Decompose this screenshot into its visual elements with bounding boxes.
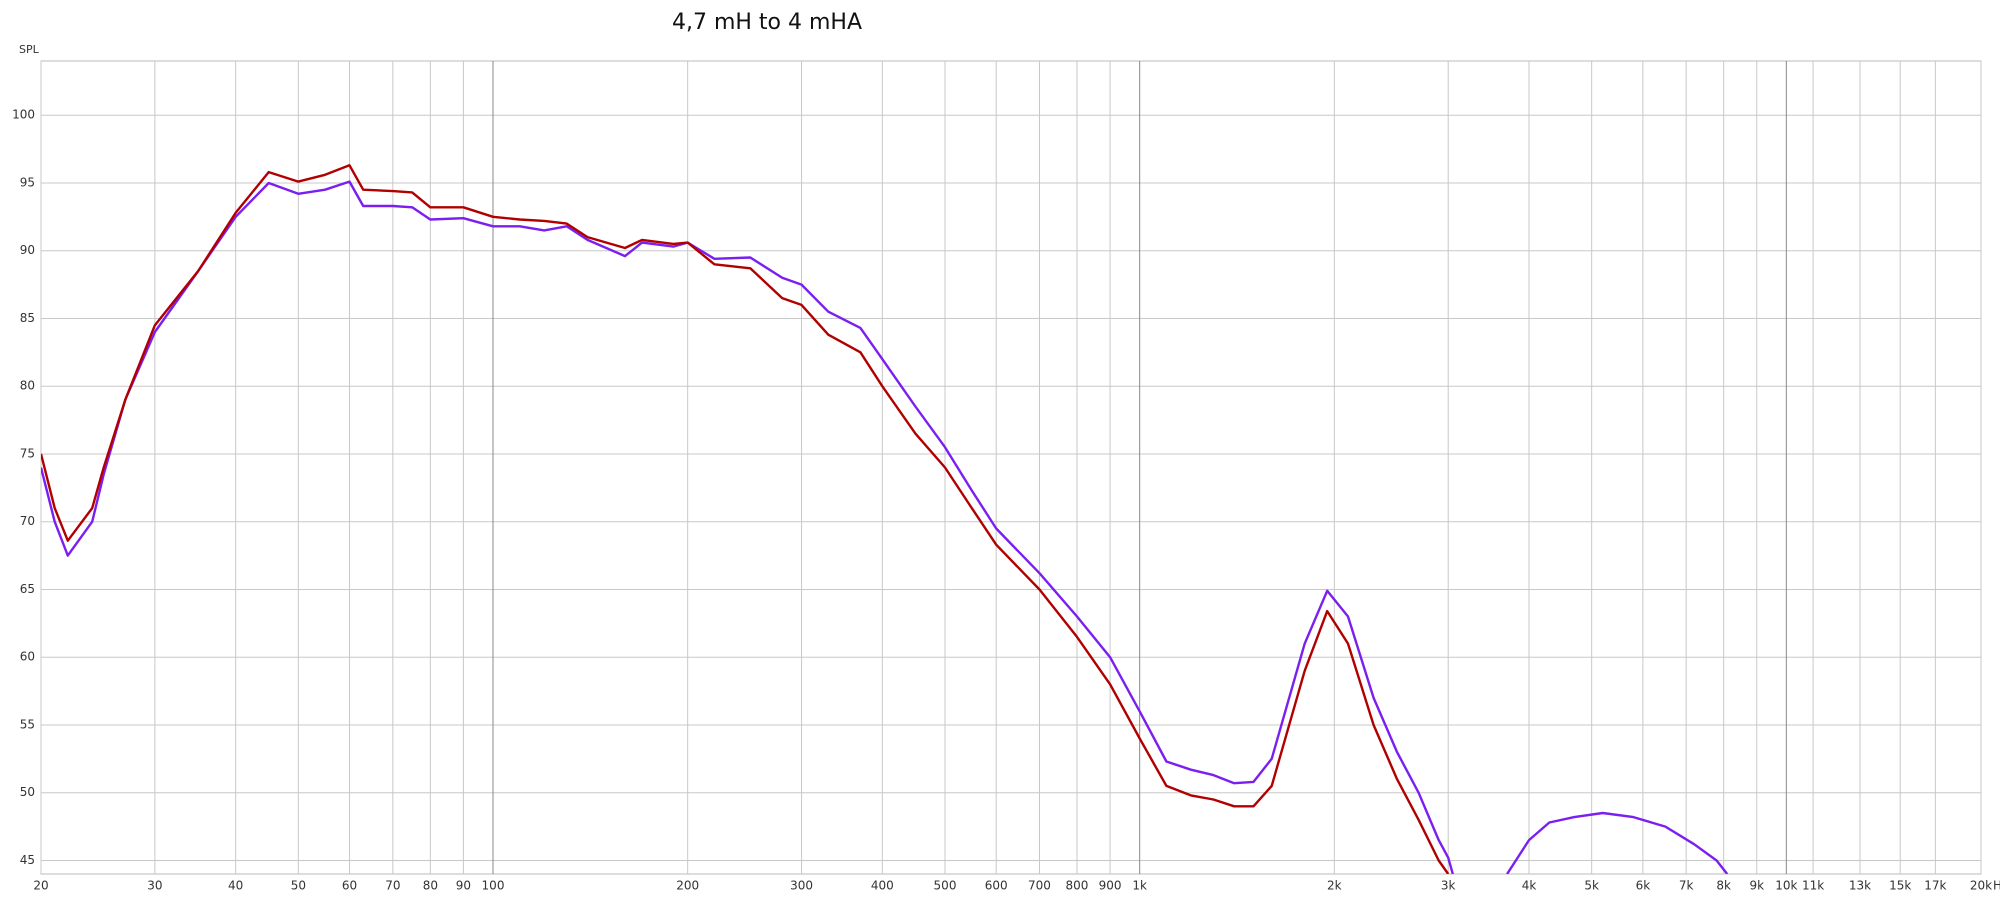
x-tick-label: 11k xyxy=(1802,879,1824,893)
y-tick-label: 85 xyxy=(20,311,35,325)
x-tick-label: 500 xyxy=(934,879,957,893)
x-tick-label: 10k xyxy=(1775,879,1797,893)
y-tick-label: 75 xyxy=(20,446,35,460)
y-tick-label: 55 xyxy=(20,717,35,731)
y-tick-label: 95 xyxy=(20,175,35,189)
chart-title: 4,7 mH to 4 mHA xyxy=(672,10,862,35)
x-tick-label: 30 xyxy=(147,879,162,893)
x-tick-label: 5k xyxy=(1584,879,1599,893)
x-tick-label: 200 xyxy=(676,879,699,893)
x-tick-label: 4k xyxy=(1522,879,1537,893)
x-tick-label: 700 xyxy=(1028,879,1051,893)
x-tick-label: 13k xyxy=(1849,879,1871,893)
plot-area xyxy=(40,60,1982,875)
x-tick-label: 80 xyxy=(423,879,438,893)
x-unit-label: Hz xyxy=(1993,879,2000,893)
x-tick-label: 20k xyxy=(1970,879,1992,893)
x-tick-label: 100 xyxy=(482,879,505,893)
x-tick-label: 300 xyxy=(790,879,813,893)
y-tick-label: 65 xyxy=(20,582,35,596)
x-tick-label: 3k xyxy=(1441,879,1456,893)
x-tick-label: 900 xyxy=(1099,879,1122,893)
x-tick-label: 6k xyxy=(1636,879,1651,893)
x-tick-label: 17k xyxy=(1924,879,1946,893)
y-tick-label: 45 xyxy=(20,853,35,867)
y-tick-label: 100 xyxy=(12,108,35,122)
x-tick-label: 15k xyxy=(1889,879,1911,893)
x-tick-label: 1k xyxy=(1132,879,1147,893)
x-tick-label: 50 xyxy=(291,879,306,893)
y-tick-label: 50 xyxy=(20,785,35,799)
y-tick-label: 60 xyxy=(20,650,35,664)
x-tick-label: 800 xyxy=(1066,879,1089,893)
x-tick-label: 400 xyxy=(871,879,894,893)
series-line xyxy=(41,164,1450,874)
x-tick-label: 9k xyxy=(1749,879,1764,893)
y-tick-label: 70 xyxy=(20,514,35,528)
x-tick-label: 60 xyxy=(342,879,357,893)
x-tick-label: 90 xyxy=(456,879,471,893)
x-tick-label: 2k xyxy=(1327,879,1342,893)
x-tick-label: 20 xyxy=(33,879,48,893)
x-tick-label: 7k xyxy=(1679,879,1694,893)
x-tick-label: 40 xyxy=(228,879,243,893)
x-tick-label: 8k xyxy=(1716,879,1731,893)
y-axis-label: SPL xyxy=(19,43,40,56)
y-tick-label: 90 xyxy=(20,243,35,257)
y-tick-label: 80 xyxy=(20,379,35,393)
x-tick-label: 600 xyxy=(985,879,1008,893)
series-line xyxy=(41,180,1729,874)
x-tick-label: 70 xyxy=(385,879,400,893)
